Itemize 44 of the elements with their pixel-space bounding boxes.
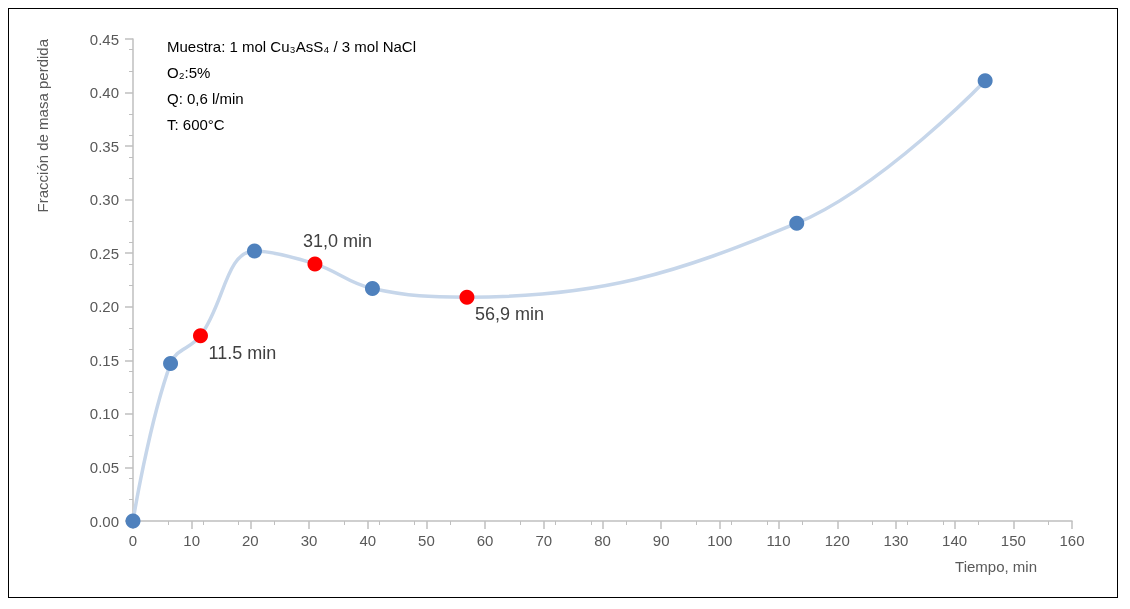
x-tick-label: 20 (242, 532, 259, 549)
point (193, 328, 208, 344)
x-tick-label: 100 (707, 532, 733, 549)
x-tick-label: 140 (942, 532, 968, 549)
x-axis-title: Tiempo, min (955, 558, 1037, 575)
x-tick-label: 10 (183, 532, 201, 549)
y-tick-label: 0.30 (89, 191, 119, 209)
annotation: 56,9 min (474, 304, 544, 325)
x-tick-label: 0 (128, 532, 138, 549)
y-tick-label: 0.15 (89, 351, 119, 369)
y-axis-title: Fracción de masa perdida (34, 38, 51, 213)
x-tick-label: 30 (300, 532, 318, 549)
y-tick-label: 0.35 (89, 137, 119, 155)
point (977, 73, 993, 89)
x-tick-label: 40 (359, 532, 377, 549)
point (247, 243, 262, 259)
y-tick-label: 0.45 (89, 30, 119, 48)
y-tick-label: 0.20 (89, 298, 119, 316)
y-tick-label: 0.10 (89, 405, 119, 423)
x-tick-label: 80 (594, 532, 611, 549)
x-tick-label: 70 (535, 532, 553, 549)
x-tick-label: 60 (476, 532, 494, 549)
annotation: O₂:5% (167, 64, 211, 81)
point (459, 289, 475, 305)
x-tick-label: 50 (418, 532, 435, 549)
annotation: Muestra: 1 mol Cu₃AsS₄ / 3 mol NaCl (167, 38, 416, 55)
point (163, 356, 179, 372)
point (364, 281, 380, 297)
annotation: T: 600°C (167, 116, 225, 133)
point (789, 215, 805, 231)
y-tick-label: 0.00 (89, 512, 119, 530)
x-tick-label: 160 (1059, 532, 1085, 549)
x-tick-label: 150 (1000, 532, 1026, 549)
annotation: Q: 0,6 l/min (167, 90, 244, 107)
y-tick-label: 0.25 (89, 244, 119, 262)
x-tick-label: 90 (652, 532, 670, 549)
x-tick-label: 130 (883, 532, 909, 549)
point (307, 256, 323, 272)
y-tick-label: 0.05 (89, 458, 119, 476)
annotation: 31,0 min (302, 230, 372, 251)
x-tick-label: 120 (824, 532, 850, 549)
y-tick-label: 0.40 (89, 84, 119, 102)
x-tick-label: 110 (766, 532, 791, 549)
annotation: 11.5 min (208, 342, 277, 363)
